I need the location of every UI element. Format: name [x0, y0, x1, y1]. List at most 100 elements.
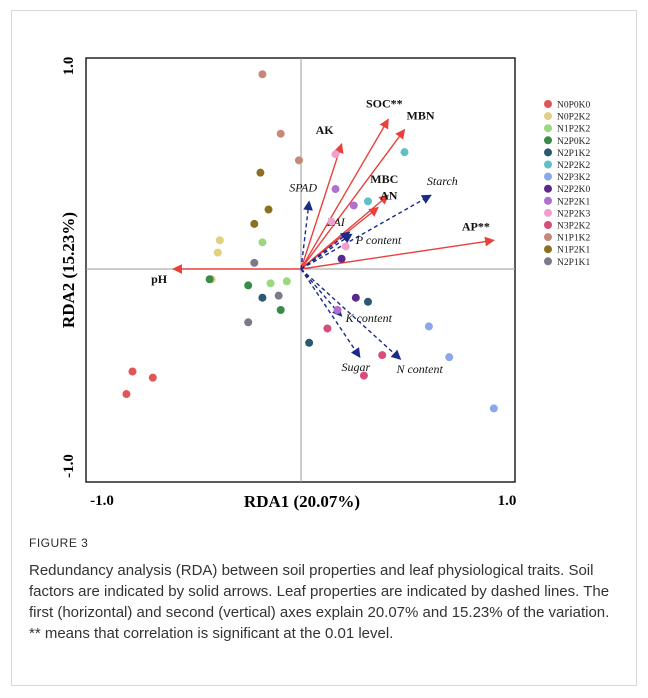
legend-marker-0: [544, 100, 552, 108]
leaf-arrow-1: [300, 194, 432, 270]
figure-caption: Redundancy analysis (RDA) between soil p…: [29, 562, 610, 642]
leaf-arrow-label-6: N content: [395, 362, 443, 376]
point-N3P2K2-0: [323, 324, 332, 333]
leaf-arrow-label-4: K content: [345, 311, 393, 325]
soil-arrow-5: [300, 236, 495, 270]
legend-marker-1: [544, 112, 552, 121]
y-tick-label-min: -1.0: [61, 454, 77, 478]
legend-label-2: N1P2K2: [557, 125, 591, 135]
point-N2P3K2-2: [489, 404, 498, 413]
point-N2P1K2-2: [305, 338, 314, 347]
soil-arrow-label-5: AP**: [462, 219, 490, 233]
point-N2P0K2-2: [276, 306, 285, 314]
point-N2P2K2-0: [400, 148, 409, 157]
legend-label-1: N0P2K2: [557, 113, 591, 123]
point-N0P0K0-2: [122, 390, 131, 399]
legend-label-3: N2P0K2: [557, 137, 591, 147]
leaf-arrow-label-3: P content: [355, 233, 402, 247]
soil-arrow-label-1: MBN: [407, 109, 435, 123]
point-N0P0K0-0: [128, 367, 137, 376]
point-N2P2K1-0: [331, 185, 340, 194]
leaf-arrow-6: [300, 268, 402, 360]
legend-label-9: N2P2K3: [557, 209, 591, 219]
figure-label: FIGURE 3: [29, 536, 89, 550]
point-N1P2K2-2: [282, 277, 291, 286]
legend-label-4: N2P1K2: [557, 149, 591, 159]
point-N2P2K2-1: [363, 197, 372, 206]
legend-label-6: N2P3K2: [557, 173, 591, 183]
leaf-arrow-label-5: Sugar: [342, 360, 371, 374]
point-N2P3K2-0: [424, 322, 433, 331]
y-tick-label-max: 1.0: [61, 57, 77, 76]
soil-arrow-label-4: AN: [380, 189, 398, 203]
legend-label-0: N0P0K0: [557, 101, 591, 111]
soil-arrow-label-2: AK: [316, 123, 335, 137]
legend-marker-3: [544, 136, 552, 145]
point-N1P2K1-2: [250, 219, 259, 228]
legend-label-12: N1P2K1: [557, 246, 591, 256]
legend-marker-7: [544, 184, 552, 193]
point-N2P0K2-0: [205, 275, 214, 284]
legend-marker-5: [544, 160, 552, 169]
point-N2P2K1-2: [333, 306, 342, 314]
soil-arrow-label-0: SOC**: [366, 96, 403, 110]
legend-marker-2: [544, 124, 552, 133]
point-N1P1K2-2: [294, 156, 303, 165]
point-N2P1K1-1: [274, 291, 283, 300]
figure-frame: [11, 10, 637, 686]
soil-arrow-0: [300, 118, 389, 270]
point-N2P2K0-1: [337, 254, 346, 263]
point-N2P1K2-0: [258, 293, 267, 302]
point-N1P2K1-1: [264, 205, 273, 214]
point-N0P2K2-1: [213, 248, 222, 257]
soil-arrow-label-6: pH: [151, 272, 168, 286]
legend-marker-10: [544, 221, 552, 229]
x-axis-title: RDA1 (20.07%): [244, 492, 360, 511]
soil-arrow-1: [300, 128, 406, 270]
leaf-arrow-label-0: SPAD: [289, 180, 317, 194]
legend-marker-13: [544, 257, 552, 266]
point-N2P2K3-0: [331, 150, 340, 159]
legend-marker-9: [544, 208, 552, 217]
y-axis-title: RDA2 (15.23%): [59, 212, 78, 328]
legend-marker-8: [544, 196, 552, 205]
legend: N0P0K0 N0P2K2 N1P2K2 N2P0K2 N2P1K2 N2P2K2 N2P3…: [544, 100, 591, 268]
point-N3P2K2-2: [359, 371, 368, 380]
point-N2P2K3-2: [341, 242, 350, 251]
legend-marker-12: [544, 245, 552, 254]
legend-label-7: N2P2K0: [557, 185, 591, 195]
point-N2P2K0-0: [351, 293, 360, 302]
x-tick-label-max: 1.0: [498, 493, 517, 509]
point-N1P2K1-0: [256, 168, 265, 177]
leaf-arrow-3: [300, 233, 353, 270]
point-N0P0K0-1: [148, 373, 157, 382]
point-N2P2K3-1: [327, 217, 336, 226]
point-N1P2K2-1: [266, 279, 275, 288]
legend-label-13: N2P1K1: [557, 258, 591, 268]
legend-marker-6: [544, 172, 552, 181]
leaf-arrow-0: [300, 200, 313, 270]
legend-marker-4: [544, 148, 552, 157]
point-N2P1K1-2: [244, 318, 253, 327]
point-N2P3K2-1: [445, 353, 454, 362]
legend-label-11: N1P1K2: [557, 234, 591, 244]
point-N0P2K2-0: [215, 236, 224, 245]
point-N1P1K2-0: [258, 70, 267, 79]
point-N2P1K1-0: [250, 258, 259, 267]
point-N2P2K1-1: [349, 201, 358, 210]
point-N2P1K2-1: [363, 297, 372, 306]
legend-marker-11: [544, 233, 552, 242]
legend-label-10: N3P2K2: [557, 222, 591, 232]
leaf-arrow-label-1: Starch: [427, 174, 458, 188]
soil-arrow-2: [300, 143, 344, 270]
soil-arrow-label-3: MBC: [370, 172, 398, 186]
point-N3P2K2-1: [378, 351, 387, 360]
point-N2P0K2-1: [244, 281, 253, 290]
legend-label-5: N2P2K2: [557, 161, 591, 171]
legend-label-8: N2P2K1: [557, 197, 591, 207]
leaf-arrow-5: [300, 268, 361, 358]
point-N1P1K2-1: [276, 129, 285, 138]
point-N1P2K2-0: [258, 238, 267, 247]
x-tick-label-min: -1.0: [90, 493, 114, 509]
